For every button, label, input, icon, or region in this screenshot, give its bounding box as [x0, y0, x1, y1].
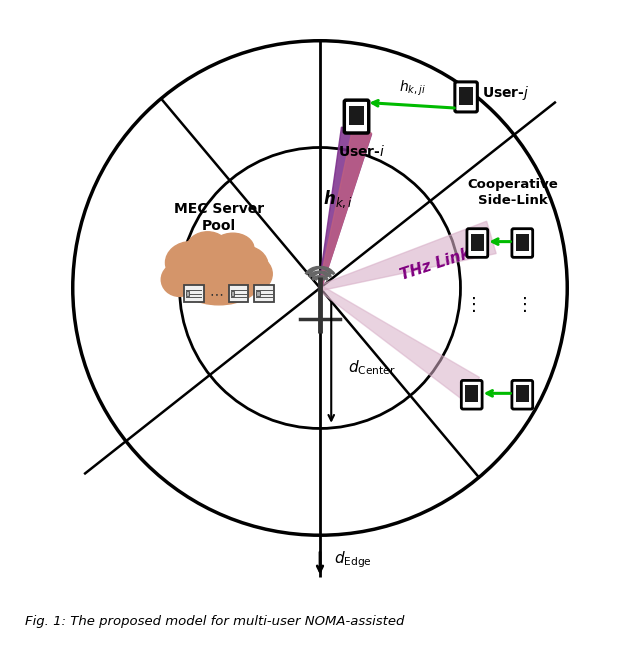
- Polygon shape: [319, 286, 479, 401]
- FancyBboxPatch shape: [254, 286, 274, 302]
- Text: MEC Server
Pool: MEC Server Pool: [174, 202, 264, 234]
- Ellipse shape: [239, 257, 272, 291]
- FancyBboxPatch shape: [344, 100, 369, 133]
- FancyBboxPatch shape: [461, 380, 482, 409]
- Polygon shape: [319, 128, 372, 288]
- FancyBboxPatch shape: [516, 234, 529, 251]
- FancyBboxPatch shape: [465, 386, 478, 402]
- FancyBboxPatch shape: [256, 291, 260, 296]
- Text: $\vdots$: $\vdots$: [515, 295, 527, 314]
- FancyBboxPatch shape: [471, 234, 484, 251]
- Ellipse shape: [186, 232, 228, 265]
- FancyBboxPatch shape: [184, 286, 204, 302]
- FancyBboxPatch shape: [516, 386, 529, 402]
- Text: $\vdots$: $\vdots$: [465, 295, 476, 314]
- Text: $d_{\rm Center}$: $d_{\rm Center}$: [348, 358, 396, 377]
- FancyBboxPatch shape: [455, 82, 477, 112]
- Polygon shape: [319, 221, 496, 291]
- Text: User-$j$: User-$j$: [482, 84, 529, 102]
- Text: $\boldsymbol{h}_{k,i}$: $\boldsymbol{h}_{k,i}$: [323, 188, 353, 210]
- Ellipse shape: [220, 246, 268, 285]
- Ellipse shape: [212, 233, 254, 264]
- Text: $d_{\rm Edge}$: $d_{\rm Edge}$: [334, 550, 372, 570]
- Polygon shape: [319, 127, 372, 288]
- Ellipse shape: [161, 263, 198, 297]
- Ellipse shape: [166, 241, 216, 284]
- Text: Cooperative
Side-Link: Cooperative Side-Link: [467, 178, 558, 207]
- FancyBboxPatch shape: [228, 286, 248, 302]
- FancyBboxPatch shape: [512, 228, 532, 258]
- Text: User-$i$: User-$i$: [339, 144, 386, 159]
- Text: Fig. 1: The proposed model for multi-user NOMA-assisted: Fig. 1: The proposed model for multi-use…: [25, 615, 404, 628]
- FancyBboxPatch shape: [186, 291, 189, 296]
- Text: $h_{k,ji}$: $h_{k,ji}$: [399, 79, 426, 98]
- FancyBboxPatch shape: [512, 380, 532, 409]
- Text: THz Link: THz Link: [399, 245, 473, 282]
- FancyBboxPatch shape: [459, 87, 473, 104]
- FancyBboxPatch shape: [230, 291, 234, 296]
- Text: $\cdots$: $\cdots$: [209, 287, 223, 300]
- FancyBboxPatch shape: [467, 228, 488, 258]
- FancyBboxPatch shape: [349, 106, 364, 125]
- Ellipse shape: [177, 254, 261, 305]
